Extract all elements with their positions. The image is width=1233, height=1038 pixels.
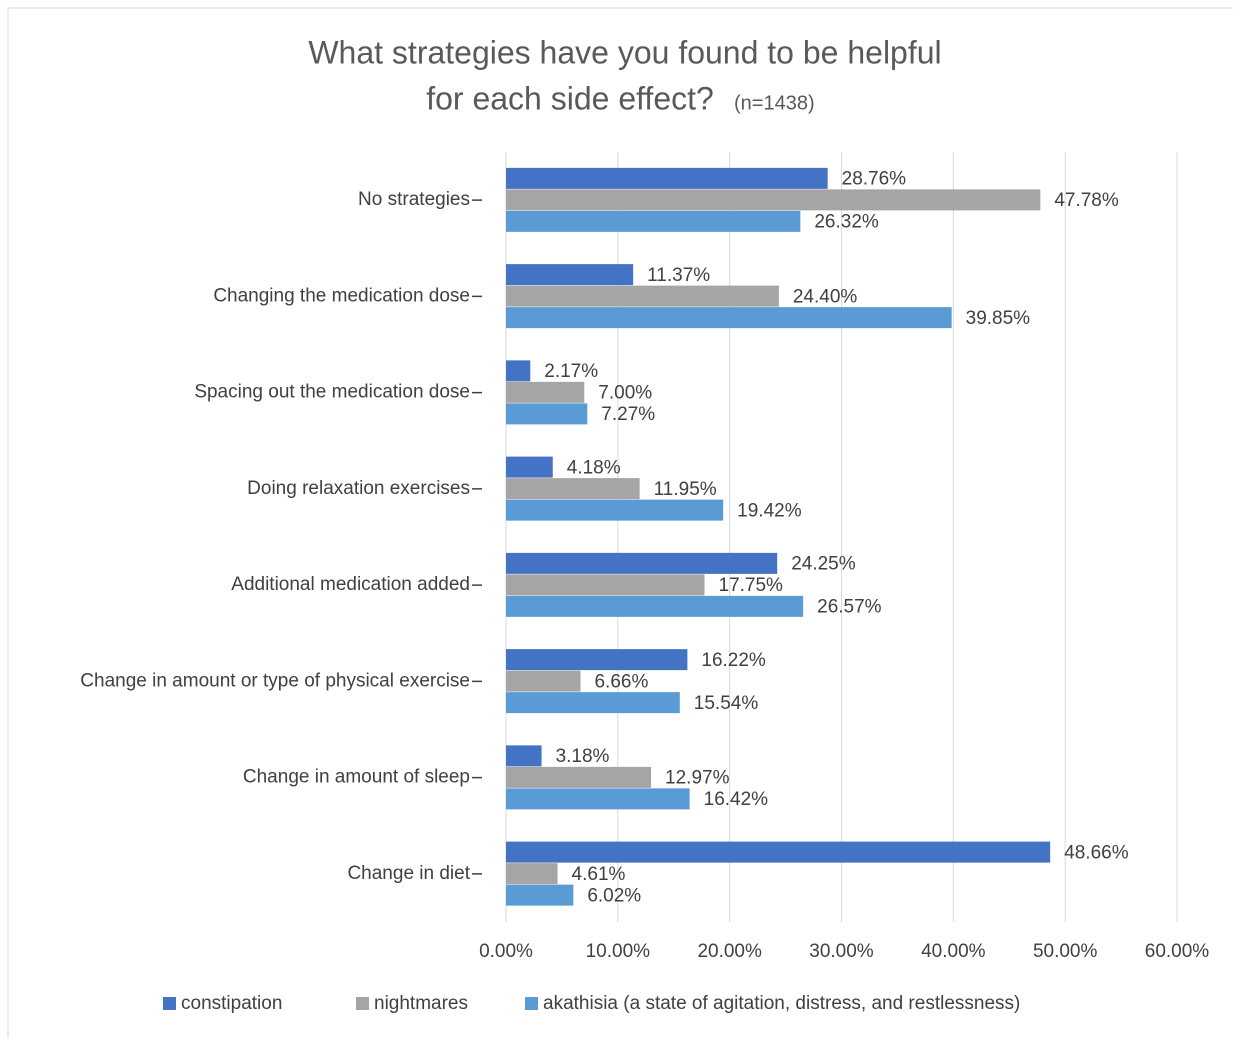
bar <box>506 264 634 286</box>
y-tick-label: Changing the medication dose <box>213 285 470 306</box>
x-tick-label: 0.00% <box>479 941 533 962</box>
bar <box>506 499 724 521</box>
x-tick-label: 30.00% <box>809 941 874 962</box>
bar <box>506 692 680 714</box>
data-label: 16.42% <box>704 789 769 810</box>
data-label: 26.57% <box>817 597 882 618</box>
legend-swatch <box>525 997 538 1010</box>
chart-title: for each side effect? <box>426 80 714 116</box>
bar <box>506 210 801 232</box>
chart-title: What strategies have you found to be hel… <box>308 34 941 70</box>
data-label: 47.78% <box>1054 190 1119 211</box>
bar <box>506 745 542 767</box>
y-tick-label: Doing relaxation exercises <box>247 478 470 499</box>
x-tick-label: 10.00% <box>586 941 651 962</box>
legend-swatch <box>163 997 176 1010</box>
y-tick-label: Change in amount or type of physical exe… <box>80 670 470 691</box>
bar <box>506 403 588 425</box>
data-label: 12.97% <box>665 768 730 789</box>
data-label: 17.75% <box>719 575 784 596</box>
y-tick-label: Change in diet <box>347 863 470 884</box>
data-label: 39.85% <box>966 308 1031 329</box>
legend-label: nightmares <box>374 993 468 1014</box>
data-label: 24.40% <box>793 286 858 307</box>
bar <box>506 307 952 329</box>
bar <box>506 884 574 906</box>
data-label: 26.32% <box>814 212 879 233</box>
legend-swatch <box>356 997 369 1010</box>
bar <box>506 670 581 692</box>
data-label: 24.25% <box>791 554 856 575</box>
bar <box>506 381 585 403</box>
bar <box>506 788 690 810</box>
x-tick-label: 50.00% <box>1033 941 1098 962</box>
bar <box>506 863 558 885</box>
data-label: 4.61% <box>572 864 626 885</box>
data-label: 15.54% <box>694 693 759 714</box>
bar <box>506 574 705 596</box>
chart-subtitle: (n=1438) <box>734 92 815 114</box>
data-label: 2.17% <box>544 361 598 382</box>
bar <box>506 285 779 307</box>
data-label: 16.22% <box>701 650 766 671</box>
data-label: 11.95% <box>654 479 717 500</box>
data-label: 19.42% <box>737 500 802 521</box>
data-label: 4.18% <box>567 457 621 478</box>
bar <box>506 649 688 671</box>
bar <box>506 167 828 189</box>
data-label: 3.18% <box>556 746 610 767</box>
data-label: 7.00% <box>598 383 652 404</box>
x-tick-label: 40.00% <box>921 941 986 962</box>
data-label: 11.37% <box>647 265 710 286</box>
x-tick-label: 60.00% <box>1145 941 1210 962</box>
y-tick-label: No strategies <box>358 189 470 210</box>
data-label: 7.27% <box>601 404 655 425</box>
y-tick-label: Spacing out the medication dose <box>194 382 470 403</box>
bar <box>506 841 1051 863</box>
data-label: 28.76% <box>842 169 907 190</box>
data-label: 48.66% <box>1064 842 1129 863</box>
bar <box>506 478 640 500</box>
data-label: 6.66% <box>594 671 648 692</box>
chart-frame <box>7 7 1233 1038</box>
x-tick-label: 20.00% <box>697 941 762 962</box>
bar <box>506 360 531 382</box>
y-tick-label: Change in amount of sleep <box>243 767 470 788</box>
legend-label: akathisia (a state of agitation, distres… <box>543 993 1020 1014</box>
data-label: 6.02% <box>587 885 641 906</box>
y-tick-label: Additional medication added <box>231 574 470 595</box>
bar <box>506 552 778 574</box>
bar <box>506 766 652 788</box>
bar <box>506 456 553 478</box>
bar <box>506 189 1041 211</box>
legend-label: constipation <box>181 993 282 1014</box>
bar <box>506 595 804 617</box>
